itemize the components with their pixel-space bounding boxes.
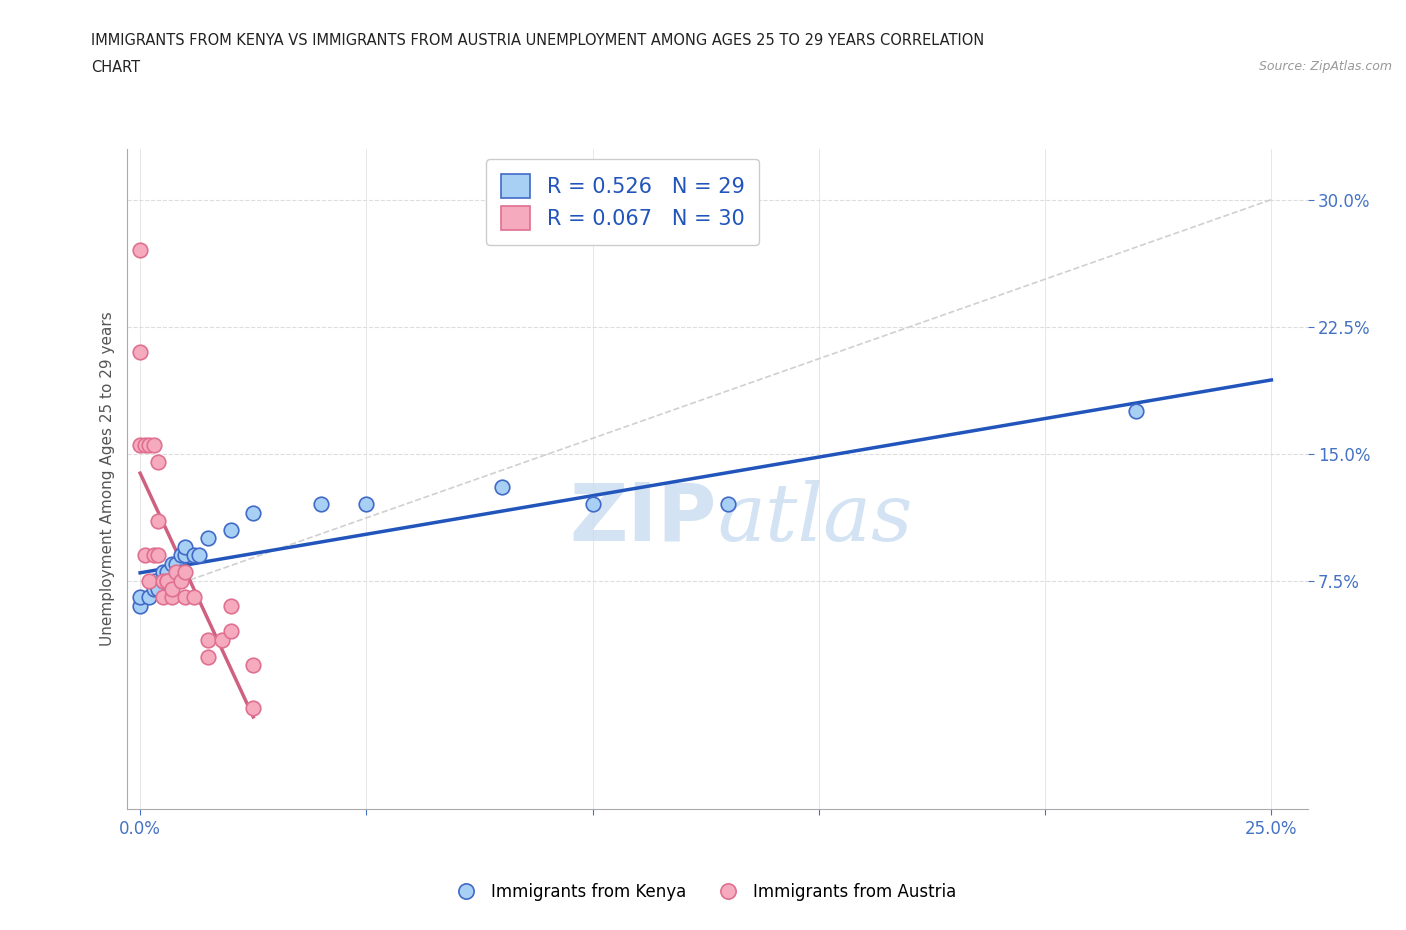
Point <box>309 497 332 512</box>
Text: atlas: atlas <box>717 480 912 557</box>
Point <box>138 573 160 588</box>
Point <box>165 573 187 588</box>
Point <box>219 523 242 538</box>
Point <box>142 548 165 563</box>
Point <box>187 548 209 563</box>
Point <box>156 573 179 588</box>
Point <box>152 573 174 588</box>
Point <box>152 590 174 604</box>
Point <box>197 531 219 546</box>
Point <box>156 573 179 588</box>
Point <box>129 243 152 258</box>
Point <box>148 514 170 529</box>
Legend: Immigrants from Kenya, Immigrants from Austria: Immigrants from Kenya, Immigrants from A… <box>443 876 963 908</box>
Text: IMMIGRANTS FROM KENYA VS IMMIGRANTS FROM AUSTRIA UNEMPLOYMENT AMONG AGES 25 TO 2: IMMIGRANTS FROM KENYA VS IMMIGRANTS FROM… <box>91 33 984 47</box>
Point <box>160 556 183 571</box>
Point <box>170 565 193 579</box>
Point <box>165 565 187 579</box>
Point <box>242 658 264 672</box>
Point <box>170 548 193 563</box>
Legend: R = 0.526   N = 29, R = 0.067   N = 30: R = 0.526 N = 29, R = 0.067 N = 30 <box>486 159 759 245</box>
Point <box>165 556 187 571</box>
Point <box>134 548 156 563</box>
Point <box>242 505 264 520</box>
Point <box>142 573 165 588</box>
Point <box>148 455 170 470</box>
Point <box>138 438 160 453</box>
Text: CHART: CHART <box>91 60 141 75</box>
Point <box>152 573 174 588</box>
Point <box>356 497 378 512</box>
Point <box>160 581 183 596</box>
Point <box>491 480 513 495</box>
Point <box>219 599 242 614</box>
Point <box>129 599 152 614</box>
Point <box>717 497 740 512</box>
Point <box>174 539 197 554</box>
Point <box>129 344 152 359</box>
Point <box>219 624 242 639</box>
Point <box>581 497 603 512</box>
Point <box>242 700 264 715</box>
Y-axis label: Unemployment Among Ages 25 to 29 years: Unemployment Among Ages 25 to 29 years <box>100 312 115 646</box>
Point <box>174 565 197 579</box>
Point <box>134 438 156 453</box>
Point <box>138 590 160 604</box>
Point <box>174 590 197 604</box>
Point <box>211 632 233 647</box>
Point <box>148 548 170 563</box>
Point <box>183 548 205 563</box>
Point <box>142 438 165 453</box>
Point <box>183 590 205 604</box>
Text: Source: ZipAtlas.com: Source: ZipAtlas.com <box>1258 60 1392 73</box>
Point <box>1125 404 1147 418</box>
Point <box>129 438 152 453</box>
Point <box>156 565 179 579</box>
Point <box>152 565 174 579</box>
Point <box>142 581 165 596</box>
Text: ZIP: ZIP <box>569 480 717 558</box>
Point <box>170 573 193 588</box>
Point <box>197 632 219 647</box>
Point <box>197 649 219 664</box>
Point <box>160 573 183 588</box>
Point <box>129 590 152 604</box>
Point <box>148 581 170 596</box>
Point <box>174 548 197 563</box>
Point <box>156 573 179 588</box>
Point <box>160 590 183 604</box>
